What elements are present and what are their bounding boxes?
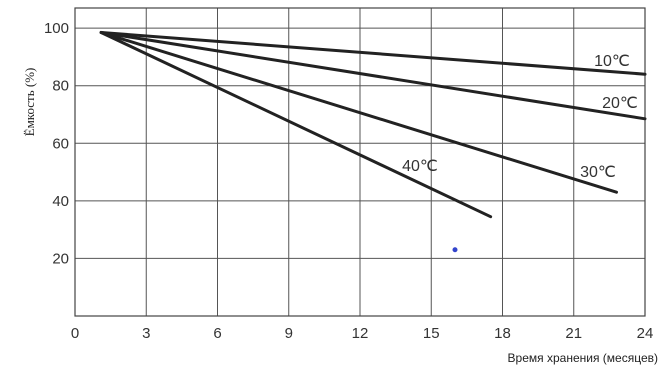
series-label-2: 30℃ xyxy=(580,164,616,181)
y-tick-label: 40 xyxy=(52,193,69,210)
grid xyxy=(75,8,645,316)
x-tick-label: 15 xyxy=(423,325,440,342)
plot-frame xyxy=(74,7,646,317)
series-line-3 xyxy=(99,30,493,219)
x-tick-label: 24 xyxy=(637,325,654,342)
series-line-1 xyxy=(99,30,647,121)
x-tick-label: 0 xyxy=(71,325,79,342)
series-line-2 xyxy=(99,30,618,194)
series-lines xyxy=(99,30,647,219)
x-tick-label: 12 xyxy=(352,325,369,342)
annotations xyxy=(452,247,458,253)
series-label-0: 10℃ xyxy=(594,53,630,70)
y-tick-label: 20 xyxy=(52,250,69,267)
series-line-0 xyxy=(99,30,647,76)
annotation-point-0 xyxy=(452,247,458,253)
x-tick-label: 18 xyxy=(494,325,511,342)
axes xyxy=(74,7,646,317)
x-tick-label: 6 xyxy=(213,325,221,342)
y-tick-label: 100 xyxy=(44,20,69,37)
x-tick-label: 3 xyxy=(142,325,150,342)
y-tick-label: 60 xyxy=(52,135,69,152)
x-axis-title: Время хранения (месяцев) xyxy=(508,351,658,365)
series-label-3: 40℃ xyxy=(402,158,438,175)
y-axis-title: Ёмкость (%) xyxy=(22,68,37,137)
y-tick-label: 80 xyxy=(52,78,69,95)
x-tick-label: 21 xyxy=(565,325,582,342)
series-label-1: 20℃ xyxy=(602,95,638,112)
x-tick-label: 9 xyxy=(285,325,293,342)
tick-labels: 0 3 6 9 12 15 18 21 24 20 40 60 80 100 10℃ 20℃ 30℃ 40℃ xyxy=(44,20,653,342)
